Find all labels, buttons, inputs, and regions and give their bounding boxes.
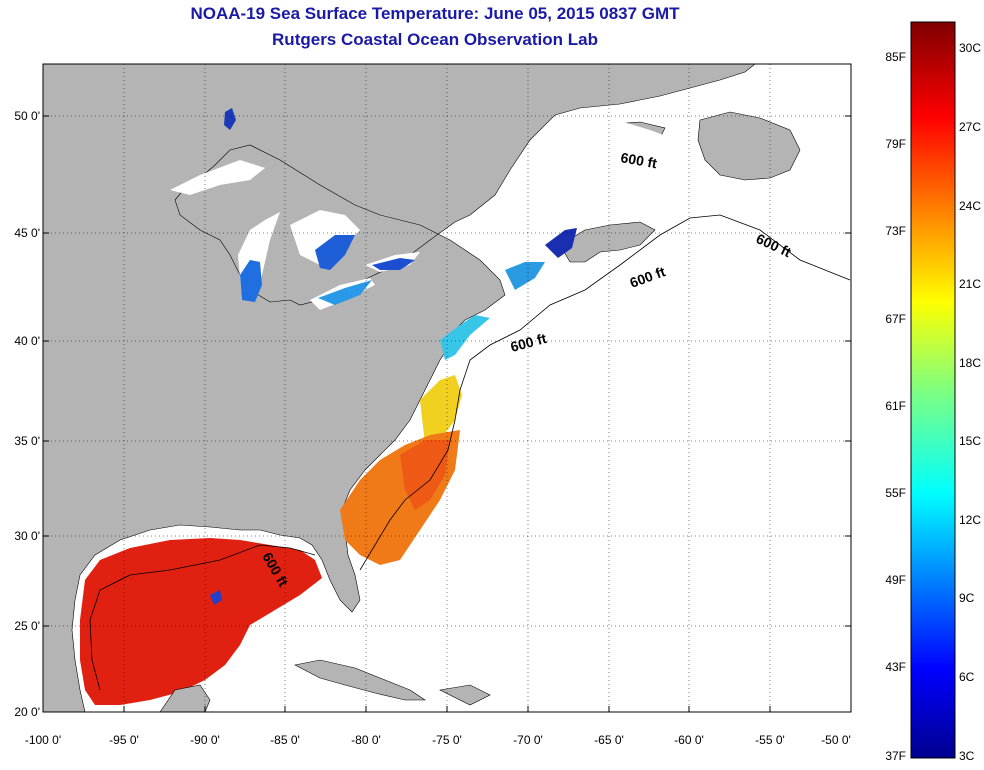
lake-ontario-sst	[372, 258, 415, 270]
lon-label: -70 0'	[513, 733, 543, 747]
lon-label: -95 0'	[109, 733, 139, 747]
colorbar-c-label: 24C	[959, 199, 981, 213]
lon-labels: -100 0' -95 0' -90 0' -85 0' -80 0' -75 …	[25, 733, 851, 747]
colorbar-f-label: 73F	[885, 224, 906, 238]
map-area: 600 ft 600 ft 600 ft 600 ft 600 ft	[43, 64, 851, 712]
lon-label: -75 0'	[432, 733, 462, 747]
lake-erie-sst	[318, 280, 372, 305]
colorbar-c-label: 30C	[959, 41, 981, 55]
isobath-600ft	[89, 214, 851, 691]
lon-label: -60 0'	[674, 733, 704, 747]
colorbar-f-label: 61F	[885, 399, 906, 413]
colorbar-celsius-labels: 30C 27C 24C 21C 18C 15C 12C 9C 6C 3C	[959, 41, 981, 763]
colorbar-f-label: 67F	[885, 312, 906, 326]
map-subtitle: Rutgers Coastal Ocean Observation Lab	[272, 30, 598, 49]
colorbar-f-label: 49F	[885, 573, 906, 587]
colorbar-c-label: 3C	[959, 749, 975, 763]
colorbar-c-label: 6C	[959, 670, 975, 684]
lat-labels: 50 0' 45 0' 40 0' 35 0' 30 0' 25 0' 20 0…	[14, 109, 40, 719]
cloud-cover-lake-huron	[290, 210, 360, 265]
lat-lon-grid	[43, 64, 851, 712]
map-title: NOAA-19 Sea Surface Temperature: June 05…	[190, 4, 680, 23]
lake-michigan-sst	[240, 260, 262, 302]
lon-label: -50 0'	[821, 733, 851, 747]
lon-label: -100 0'	[25, 733, 61, 747]
lake-superior-sst	[224, 108, 236, 130]
colorbar-c-label: 9C	[959, 591, 975, 605]
colorbar-c-label: 15C	[959, 434, 981, 448]
land-newfoundland	[697, 111, 801, 181]
lake-huron-sst	[315, 235, 355, 270]
land-hispaniola	[439, 684, 491, 706]
lon-ticks	[123, 706, 771, 712]
lat-label: 20 0'	[14, 705, 40, 719]
land-cuba	[294, 659, 426, 701]
nc-shelf-sst	[420, 375, 462, 445]
mid-atlantic-shelf-sst	[440, 315, 490, 360]
lat-label: 25 0'	[14, 619, 40, 633]
contour-label: 600 ft	[619, 149, 658, 171]
gulf-cold-spot-sst	[210, 590, 222, 605]
gulf-stream-sst	[400, 440, 450, 510]
lon-label: -65 0'	[594, 733, 624, 747]
lat-label: 40 0'	[14, 334, 40, 348]
lon-label: -90 0'	[190, 733, 220, 747]
colorbar-f-label: 43F	[885, 660, 906, 674]
lat-label: 30 0'	[14, 529, 40, 543]
land-north-america	[43, 64, 756, 712]
colorbar-fahrenheit-labels: 85F 79F 73F 67F 61F 55F 49F 43F 37F	[885, 50, 906, 763]
colorbar	[910, 21, 956, 759]
colorbar-f-label: 55F	[885, 486, 906, 500]
colorbar-c-label: 21C	[959, 277, 981, 291]
lat-ticks	[43, 115, 851, 627]
lat-label: 50 0'	[14, 109, 40, 123]
cloud-cover-lake-superior	[170, 160, 265, 195]
colorbar-c-label: 18C	[959, 356, 981, 370]
gulf-of-maine-sst	[505, 262, 545, 290]
bay-of-fundy-sst	[545, 228, 577, 258]
cloud-cover-gulf-st-lawrence	[555, 115, 700, 200]
colorbar-f-label: 37F	[885, 749, 906, 763]
lat-label: 45 0'	[14, 226, 40, 240]
land-maritimes	[559, 221, 656, 263]
gulf-of-mexico-sst	[80, 538, 322, 705]
colorbar-f-label: 85F	[885, 50, 906, 64]
lon-label: -80 0'	[351, 733, 381, 747]
colorbar-c-label: 12C	[959, 513, 981, 527]
lat-label: 35 0'	[14, 434, 40, 448]
lon-label: -55 0'	[755, 733, 785, 747]
colorbar-f-label: 79F	[885, 137, 906, 151]
lon-label: -85 0'	[270, 733, 300, 747]
colorbar-c-label: 27C	[959, 120, 981, 134]
